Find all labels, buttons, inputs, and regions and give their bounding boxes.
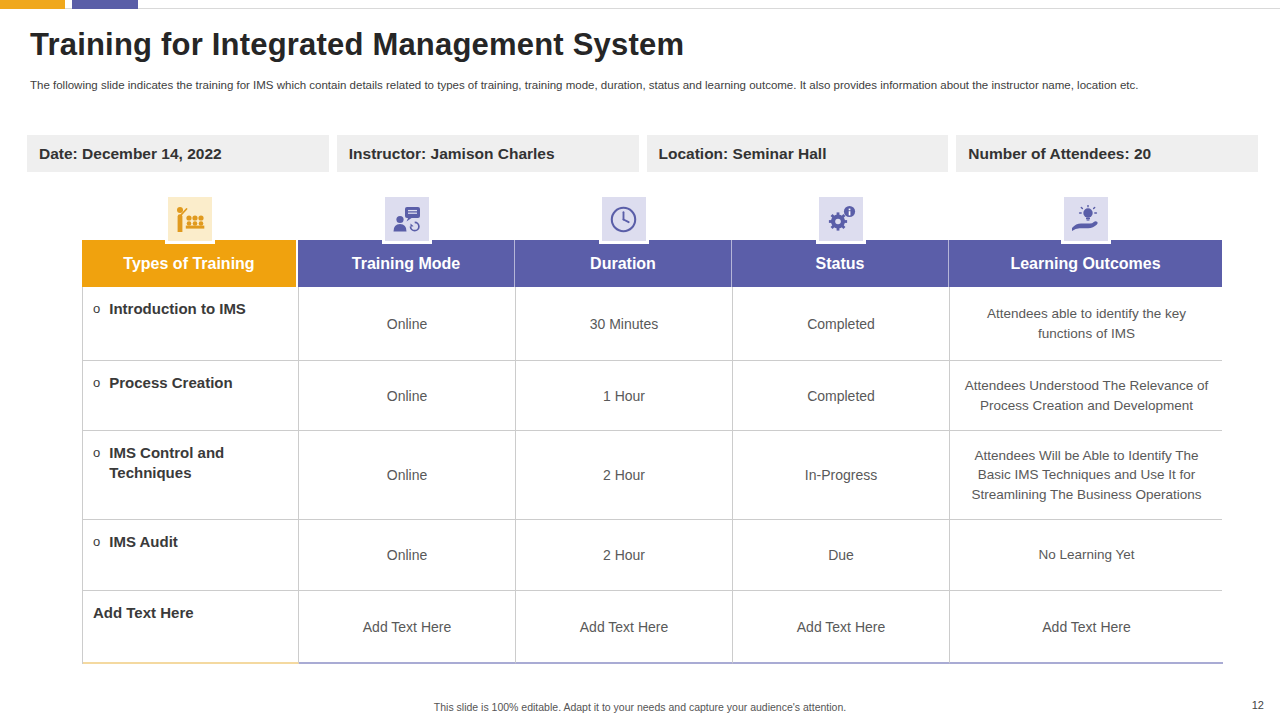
row-bullet: o bbox=[93, 374, 100, 392]
info-instructor: Instructor: Jamison Charles bbox=[337, 135, 639, 172]
status-cell: In-Progress bbox=[733, 431, 950, 519]
column-header-learning-outcomes: Learning Outcomes bbox=[949, 240, 1222, 287]
table-header-row: Types of Training Training Mode Duration… bbox=[82, 240, 1222, 287]
row-bullet: o bbox=[93, 300, 100, 318]
add-text-placeholder[interactable]: Add Text Here bbox=[733, 591, 950, 664]
trainer-audience-icon bbox=[165, 194, 215, 244]
training-name-cell: o IMS Audit bbox=[83, 520, 299, 590]
learning-outcome-cell: No Learning Yet bbox=[950, 520, 1223, 590]
add-text-placeholder[interactable]: Add Text Here bbox=[299, 591, 516, 664]
training-name: Introduction to IMS bbox=[109, 299, 246, 319]
info-location: Location: Seminar Hall bbox=[647, 135, 949, 172]
column-header-training-mode: Training Mode bbox=[298, 240, 515, 287]
column-header-status: Status bbox=[732, 240, 949, 287]
training-mode-cell: Online bbox=[299, 361, 516, 430]
gear-status-icon bbox=[816, 194, 866, 244]
table-row: o Process Creation Online 1 Hour Complet… bbox=[82, 361, 1222, 431]
table-row-placeholder: Add Text Here Add Text Here Add Text Her… bbox=[82, 591, 1222, 664]
add-text-placeholder[interactable]: Add Text Here bbox=[83, 591, 299, 664]
add-text-placeholder[interactable]: Add Text Here bbox=[950, 591, 1223, 664]
column-header-types-of-training: Types of Training bbox=[82, 240, 298, 287]
footer-note: This slide is 100% editable. Adapt it to… bbox=[0, 701, 1280, 713]
learning-outcome-cell: Attendees Will be Able to Identify The B… bbox=[950, 431, 1223, 519]
duration-cell: 30 Minutes bbox=[516, 287, 733, 360]
column-header-duration: Duration bbox=[515, 240, 732, 287]
page-subtitle: The following slide indicates the traini… bbox=[30, 79, 1138, 91]
duration-cell: 2 Hour bbox=[516, 520, 733, 590]
training-name-cell: o Introduction to IMS bbox=[83, 287, 299, 360]
top-accent-bar bbox=[0, 0, 1280, 9]
info-attendees: Number of Attendees: 20 bbox=[956, 135, 1258, 172]
training-mode-cell: Online bbox=[299, 431, 516, 519]
status-cell: Completed bbox=[733, 361, 950, 430]
status-cell: Due bbox=[733, 520, 950, 590]
training-table: Types of Training Training Mode Duration… bbox=[82, 193, 1222, 664]
clock-icon bbox=[599, 194, 649, 244]
training-name: IMS Audit bbox=[109, 532, 178, 552]
accent-purple-segment bbox=[72, 0, 138, 9]
training-name: IMS Control and Techniques bbox=[109, 443, 288, 484]
status-cell: Completed bbox=[733, 287, 950, 360]
duration-cell: 2 Hour bbox=[516, 431, 733, 519]
info-bar: Date: December 14, 2022 Instructor: Jami… bbox=[27, 135, 1258, 172]
learning-outcome-cell: Attendees able to identify the key funct… bbox=[950, 287, 1223, 360]
learning-outcome-cell: Attendees Understood The Relevance of Pr… bbox=[950, 361, 1223, 430]
page-number: 12 bbox=[1252, 699, 1264, 711]
table-row: o IMS Control and Techniques Online 2 Ho… bbox=[82, 431, 1222, 520]
hand-lightbulb-icon bbox=[1061, 194, 1111, 244]
page-title: Training for Integrated Management Syste… bbox=[30, 27, 684, 63]
add-text-placeholder[interactable]: Add Text Here bbox=[516, 591, 733, 664]
table-row: o Introduction to IMS Online 30 Minutes … bbox=[82, 287, 1222, 361]
training-name-cell: o Process Creation bbox=[83, 361, 299, 430]
duration-cell: 1 Hour bbox=[516, 361, 733, 430]
table-row: o IMS Audit Online 2 Hour Due No Learnin… bbox=[82, 520, 1222, 591]
webinar-icon bbox=[382, 194, 432, 244]
training-name: Process Creation bbox=[109, 373, 232, 393]
training-mode-cell: Online bbox=[299, 520, 516, 590]
row-bullet: o bbox=[93, 533, 100, 551]
table-icons-row bbox=[82, 193, 1222, 240]
accent-orange-segment bbox=[0, 0, 65, 9]
training-mode-cell: Online bbox=[299, 287, 516, 360]
info-date: Date: December 14, 2022 bbox=[27, 135, 329, 172]
training-name-cell: o IMS Control and Techniques bbox=[83, 431, 299, 519]
row-bullet: o bbox=[93, 444, 100, 462]
